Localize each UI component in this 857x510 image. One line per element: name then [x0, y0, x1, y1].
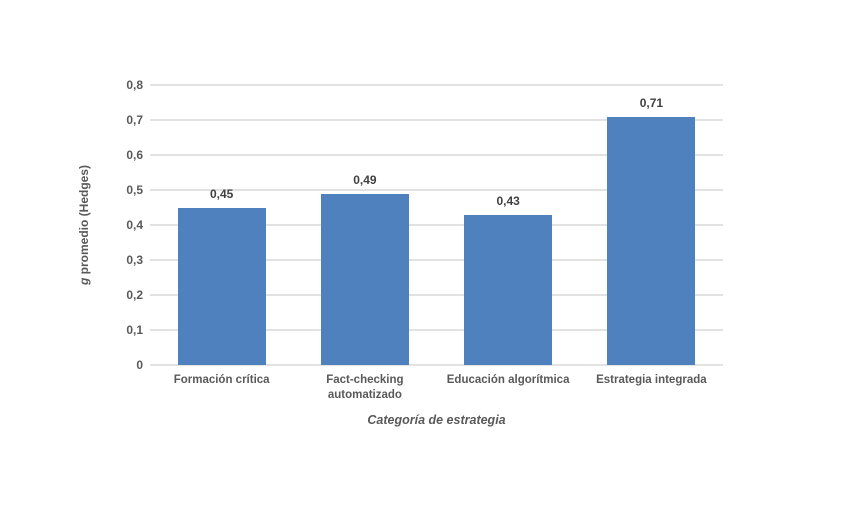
gridline — [150, 259, 723, 261]
gridline — [150, 84, 723, 86]
y-tick-label: 0,5 — [126, 183, 143, 197]
bar-value-label: 0,45 — [209, 186, 234, 201]
y-axis-title-text: g promedio (Hedges) — [77, 164, 91, 286]
y-tick-label: 0,1 — [126, 323, 143, 337]
y-tick-label: 0,7 — [126, 113, 143, 127]
bar-4 — [607, 116, 696, 365]
y-tick-label: 0,4 — [126, 218, 143, 232]
y-tick-label: 0,2 — [126, 288, 143, 302]
gridline — [150, 224, 723, 226]
gridline — [150, 294, 723, 296]
x-axis-title: Categoría de estrategia — [367, 413, 506, 427]
x-category-label: Fact-checking automatizado — [326, 374, 404, 401]
gridline — [150, 154, 723, 156]
bar-value-label: 0,49 — [353, 172, 377, 187]
y-tick-label: 0 — [136, 358, 143, 372]
x-category-label: Formación crítica — [173, 374, 270, 386]
bar-1 — [177, 207, 266, 365]
bar-2 — [320, 193, 409, 365]
gridline — [150, 364, 723, 366]
y-axis-ticks: 0 0,1 0,2 0,3 0,4 0,5 0,6 0,7 0,8 — [95, 78, 143, 372]
bar-3 — [464, 214, 553, 365]
bar-value-label: 0,43 — [496, 193, 520, 208]
gridline — [150, 189, 723, 191]
y-tick-label: 0,3 — [126, 253, 143, 267]
gridline — [150, 329, 723, 331]
plot-area: 0,45 0,49 0,43 0,71 — [150, 84, 723, 366]
x-category-label: Educación algorítmica — [446, 374, 570, 386]
gridline — [150, 119, 723, 121]
y-tick-label: 0,6 — [126, 148, 143, 162]
y-tick-label: 0,8 — [126, 78, 143, 92]
x-axis-categories: Formación crítica Fact-checking automatiz… — [150, 373, 723, 403]
bar-value-label: 0,71 — [639, 95, 664, 110]
x-category-label: Estrategia integrada — [596, 374, 707, 386]
